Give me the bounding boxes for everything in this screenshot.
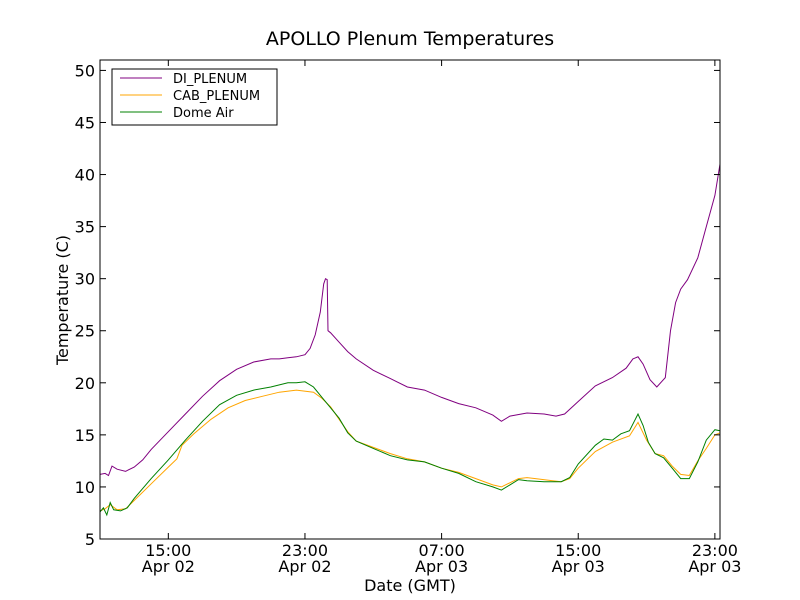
x-tick-label-time: 15:00: [145, 541, 191, 560]
y-tick-label: 15: [75, 426, 95, 445]
x-tick-label-time: 23:00: [692, 541, 738, 560]
x-tick-label-date: Apr 03: [415, 557, 468, 576]
plot-frame: [99, 59, 721, 540]
y-tick-label: 25: [75, 322, 95, 341]
x-tick-label-time: 23:00: [282, 541, 328, 560]
x-tick-label-date: Apr 02: [278, 557, 331, 576]
legend-label: CAB_PLENUM: [173, 89, 260, 104]
y-tick-label: 10: [75, 478, 95, 497]
series-line-di-plenum: [99, 164, 721, 477]
y-tick-label: 20: [75, 374, 95, 393]
y-tick-label: 50: [75, 61, 95, 80]
y-tick-label: 30: [75, 270, 95, 289]
chart-title: APOLLO Plenum Temperatures: [266, 28, 554, 50]
legend: DI_PLENUM CAB_PLENUM Dome Air: [111, 68, 278, 126]
x-tick-label-date: Apr 02: [142, 557, 195, 576]
y-tick-label: 45: [75, 113, 95, 132]
y-axis-label: Temperature (C): [53, 235, 72, 366]
y-tick-label: 35: [75, 218, 95, 237]
x-tick-label-date: Apr 03: [552, 557, 605, 576]
x-axis-label: Date (GMT): [364, 576, 456, 595]
y-tick-label: 40: [75, 166, 95, 185]
x-tick-label-time: 07:00: [419, 541, 465, 560]
x-tick-label-time: 15:00: [555, 541, 601, 560]
series-line-cab-plenum: [99, 389, 721, 512]
legend-label: DI_PLENUM: [173, 72, 247, 87]
series-layer: [99, 164, 721, 517]
legend-label: Dome Air: [173, 106, 234, 121]
y-tick-label: 5: [85, 530, 95, 549]
x-tick-label-date: Apr 03: [688, 557, 741, 576]
series-line-dome-air: [99, 381, 721, 517]
y-axis: 5 10 15 20 25 30 35 40 45 50: [75, 61, 720, 549]
